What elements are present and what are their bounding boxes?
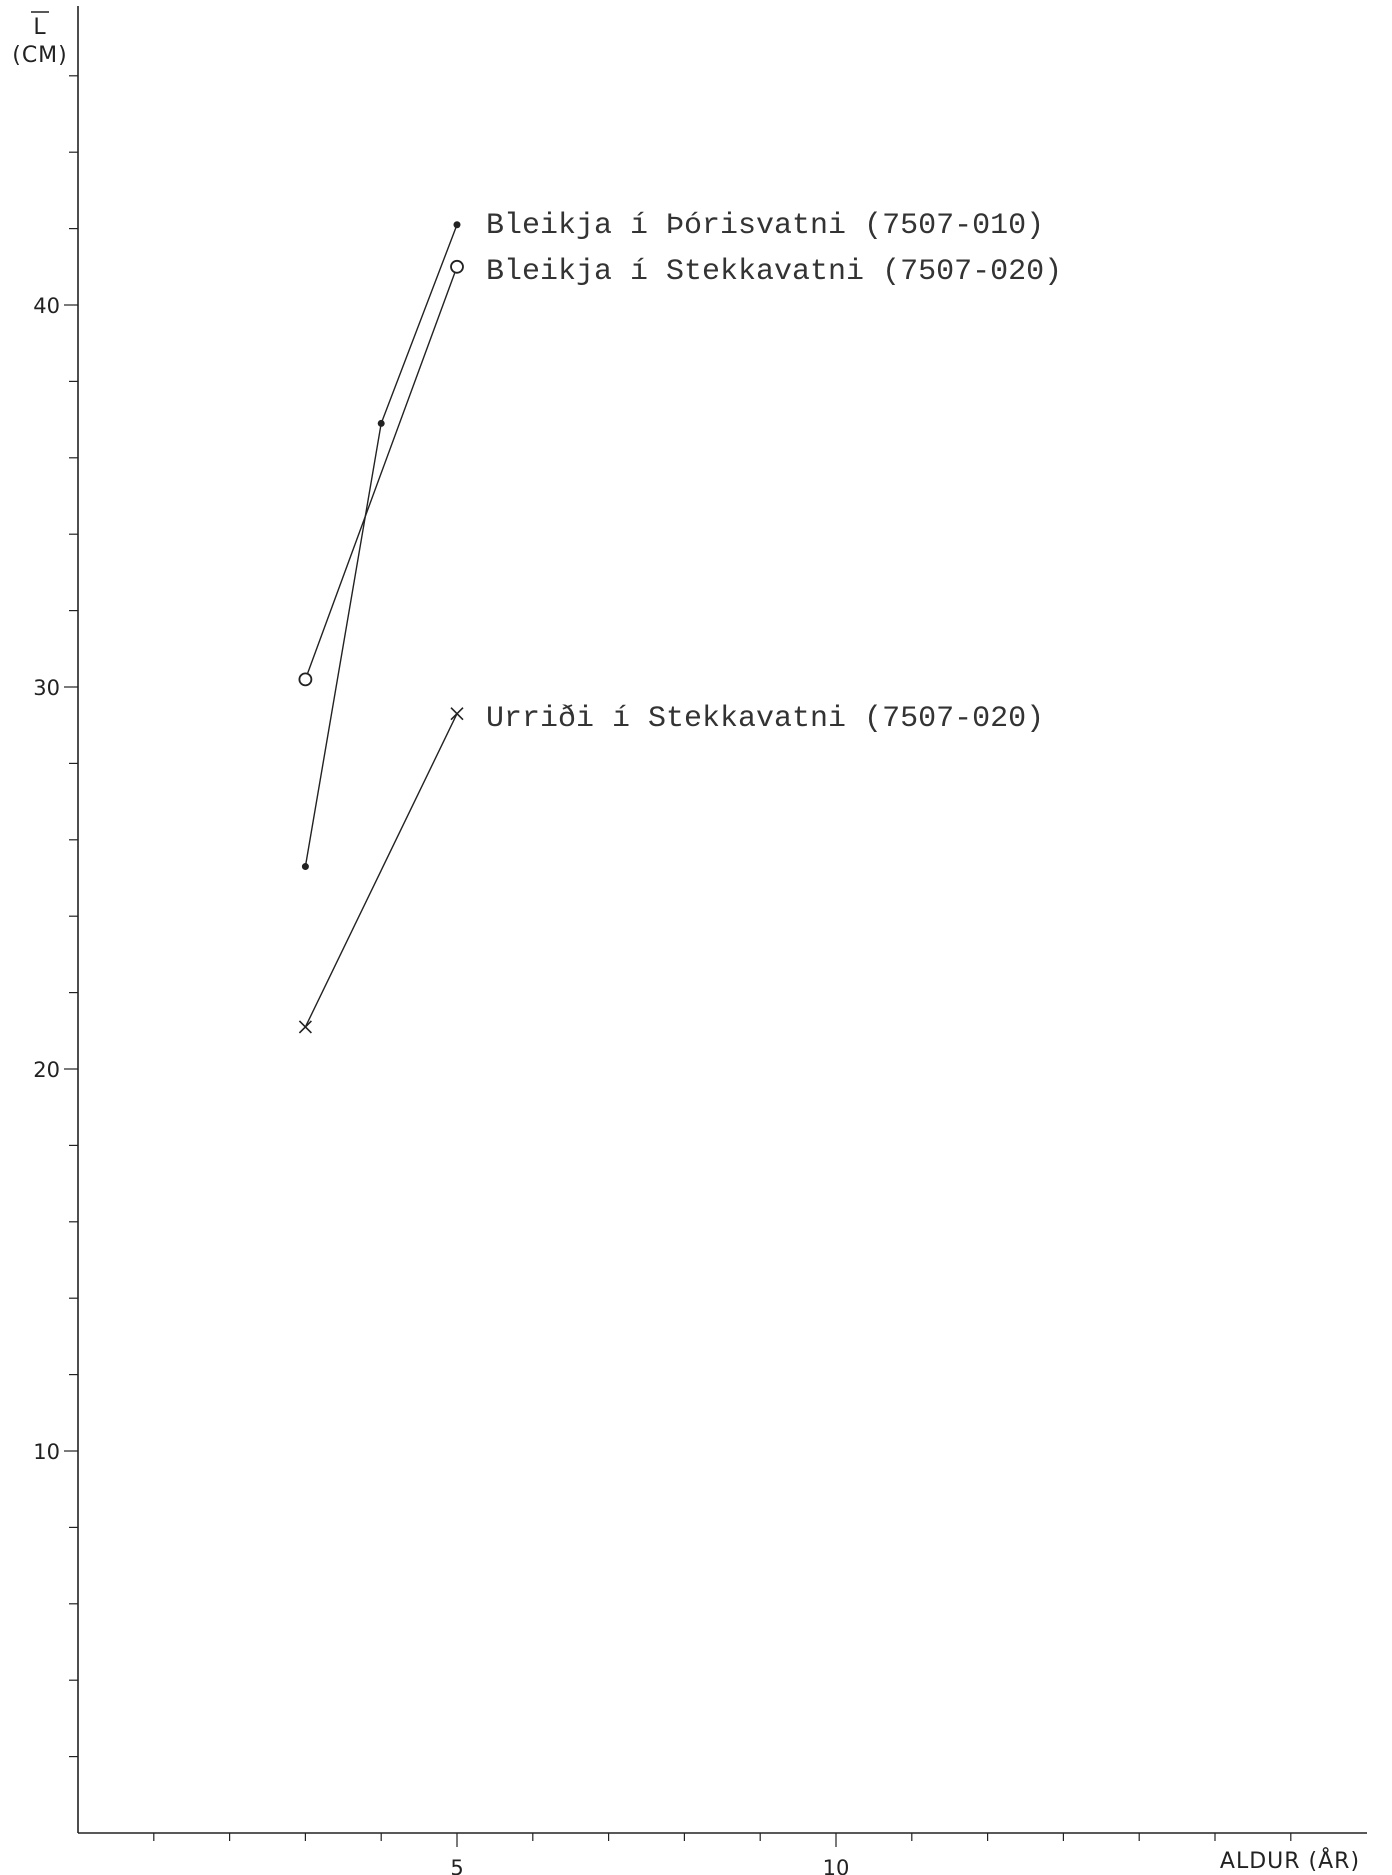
x-ticks: 5 10 [153, 1833, 1292, 1875]
series-label-urridi-stekkavatni: Urriði í Stekkavatni (7507-020) [486, 702, 1044, 736]
data-point-circle [298, 672, 313, 687]
y-axis-title-unit: (CM) [12, 43, 68, 68]
data-point-cross [298, 1020, 312, 1034]
series-3 [298, 707, 464, 1034]
data-point-dot [301, 863, 309, 871]
y-tick-label: 10 [33, 1440, 60, 1464]
x-tick-label: 5 [450, 1856, 463, 1875]
series-line [304, 266, 458, 680]
series-labels: Bleikja í Þórisvatni (7507-010) Bleikja … [486, 209, 1062, 736]
x-axis-title: ALDUR (ÅR) [1220, 1847, 1360, 1874]
data-point-dot [453, 221, 461, 229]
series-label-bleikja-stekkavatni: Bleikja í Stekkavatni (7507-020) [486, 255, 1062, 289]
series-line [304, 224, 458, 867]
y-ticks: 10 20 30 40 [33, 75, 78, 1758]
cross-stroke [450, 707, 464, 721]
axes [77, 6, 1367, 1834]
y-tick-label: 30 [33, 676, 60, 700]
series-1 [301, 221, 461, 871]
data-point-dot [377, 419, 385, 427]
x-tick-label: 10 [823, 1856, 850, 1875]
series-line [304, 713, 458, 1028]
data-point-cross [450, 707, 464, 721]
series-2 [298, 259, 464, 687]
y-axis-title-symbol: L [33, 15, 46, 40]
y-tick-label: 40 [33, 294, 60, 318]
series-label-bleikja-thorisvatni: Bleikja í Þórisvatni (7507-010) [486, 209, 1044, 243]
y-tick-label: 20 [33, 1058, 60, 1082]
series-layer [298, 221, 464, 1034]
data-point-circle [450, 259, 464, 274]
cross-stroke [298, 1020, 312, 1034]
